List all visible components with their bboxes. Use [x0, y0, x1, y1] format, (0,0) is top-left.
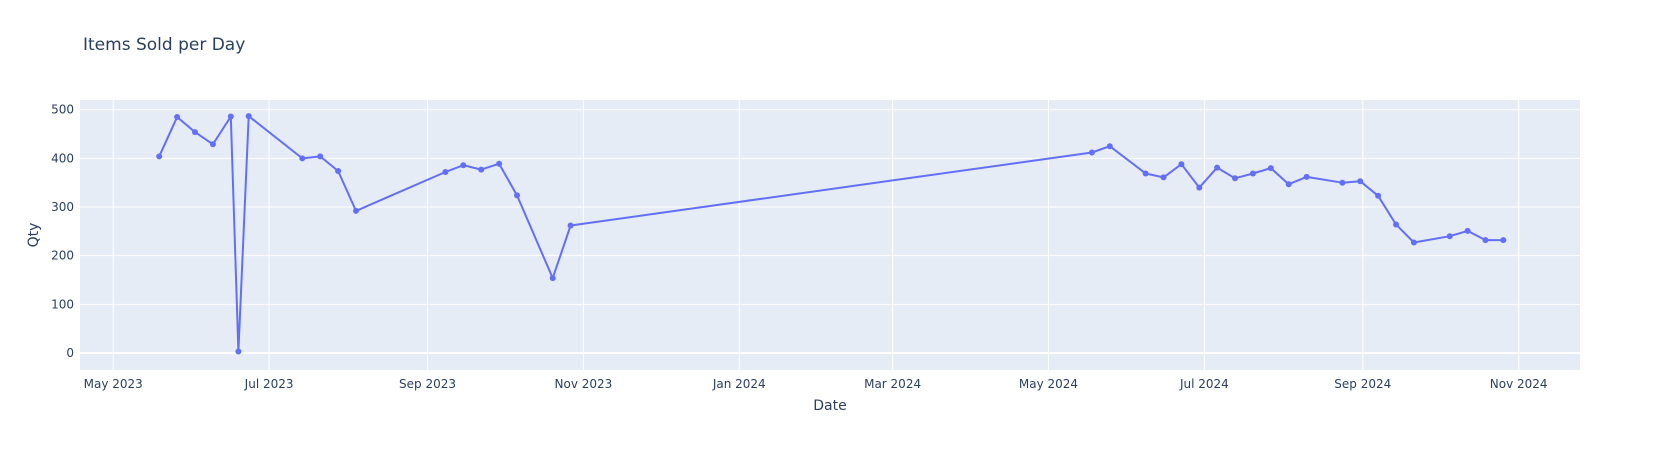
data-point[interactable]: [209, 141, 216, 148]
data-point[interactable]: [192, 129, 198, 136]
y-tick-label: 300: [51, 200, 74, 214]
data-point[interactable]: [156, 153, 163, 160]
x-tick-label: Sep 2024: [1334, 377, 1391, 391]
x-tick-label: Jul 2024: [1179, 377, 1229, 391]
data-point[interactable]: [1178, 161, 1185, 168]
data-point[interactable]: [1410, 239, 1417, 246]
data-point[interactable]: [227, 113, 234, 120]
x-tick-label: Jul 2023: [244, 377, 294, 391]
series-layer: [156, 113, 1507, 355]
data-point[interactable]: [1357, 178, 1364, 185]
y-axis-title: Qty: [26, 223, 42, 248]
data-point[interactable]: [460, 162, 467, 169]
data-point[interactable]: [1303, 173, 1310, 180]
x-tick-label: May 2024: [1019, 377, 1078, 391]
data-point[interactable]: [317, 153, 324, 160]
y-tick-label: 500: [51, 103, 74, 117]
y-tick-label: 200: [51, 249, 74, 263]
x-axis-ticks: May 2023 Jul 2023 Sep 2023 Nov 2023 Jan 2024…: [84, 377, 1548, 391]
data-point[interactable]: [1214, 164, 1221, 171]
grid-layer: [80, 100, 1580, 370]
data-point[interactable]: [1088, 149, 1095, 156]
x-tick-label: Mar 2024: [864, 377, 921, 391]
data-point[interactable]: [1232, 175, 1238, 182]
data-point[interactable]: [1482, 237, 1489, 244]
data-point[interactable]: [1160, 174, 1167, 181]
data-point[interactable]: [353, 207, 359, 214]
y-tick-label: 100: [51, 297, 74, 311]
data-point[interactable]: [1196, 184, 1203, 191]
chart-title: Items Sold per Day: [83, 35, 245, 55]
data-point[interactable]: [1393, 221, 1399, 228]
data-point[interactable]: [1267, 165, 1274, 172]
data-point[interactable]: [1106, 143, 1113, 150]
data-point[interactable]: [496, 160, 503, 167]
x-tick-label: Nov 2023: [555, 377, 613, 391]
data-point[interactable]: [1446, 233, 1453, 240]
data-point[interactable]: [1464, 227, 1471, 234]
x-tick-label: Nov 2024: [1490, 377, 1548, 391]
x-tick-label: Jan 2024: [712, 377, 766, 391]
data-point[interactable]: [567, 222, 574, 229]
data-point[interactable]: [1285, 181, 1292, 188]
data-point[interactable]: [174, 114, 181, 120]
data-point[interactable]: [245, 113, 252, 120]
data-point[interactable]: [478, 166, 485, 173]
plot-area: [80, 100, 1580, 370]
y-tick-label: 0: [66, 346, 74, 360]
data-point[interactable]: [1500, 237, 1507, 244]
x-axis-title: Date: [813, 398, 846, 414]
data-point[interactable]: [235, 348, 242, 355]
x-tick-label: Sep 2023: [399, 377, 456, 391]
data-point[interactable]: [1375, 192, 1382, 199]
y-axis-ticks: 0 100 200 300 400 500: [51, 103, 74, 360]
data-point[interactable]: [299, 155, 306, 162]
data-point[interactable]: [549, 275, 556, 282]
data-point[interactable]: [1339, 179, 1346, 186]
data-point[interactable]: [1142, 170, 1149, 177]
y-tick-label: 400: [51, 151, 74, 165]
data-point[interactable]: [335, 168, 342, 174]
data-point[interactable]: [514, 192, 520, 199]
data-point[interactable]: [442, 169, 449, 175]
data-point[interactable]: [1249, 170, 1256, 177]
x-tick-label: May 2023: [84, 377, 143, 391]
